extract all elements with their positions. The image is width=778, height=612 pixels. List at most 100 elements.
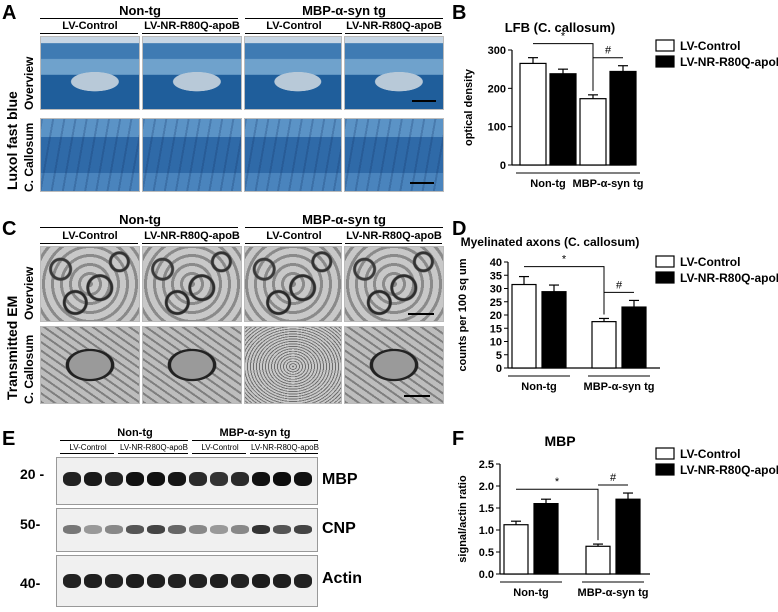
panel-d-letter: D [452, 218, 467, 240]
blot-band [189, 472, 207, 486]
panel-a-scale-bar-1 [412, 100, 436, 102]
panel-b-letter: B [452, 2, 467, 24]
significance-mark: * [555, 476, 560, 488]
panel-a-group-left: Non-tg [119, 3, 161, 18]
blot-band [84, 472, 102, 486]
blot-band [231, 574, 249, 588]
blot-band [294, 525, 312, 534]
blot-band [252, 574, 270, 588]
y-tick-label: 1.0 [479, 525, 494, 537]
blot-band [210, 525, 228, 534]
legend-swatch [655, 39, 675, 52]
panel-a-col-1: LV-Control [62, 20, 118, 32]
chart-title: Myelinated axons (C. callosum) [461, 235, 640, 249]
bar [591, 321, 617, 369]
panel-c-image-2-overview [142, 246, 242, 322]
panel-d-chart: Myelinated axons (C. callosum) counts per… [457, 235, 778, 393]
blot-band [63, 525, 81, 534]
panel-b-chart: LFB (C. callosum) optical density 0 100 200 3… [463, 20, 778, 190]
x-tick-label: MBP-α-syn tg [584, 381, 655, 393]
y-tick-label: 15 [490, 323, 502, 335]
blot-band [105, 472, 123, 486]
blot-band [84, 525, 102, 534]
blot-band [273, 574, 291, 588]
panel-a-image-4-overview [344, 36, 444, 110]
panel-a-col-2: LV-NR-R80Q-apoB [144, 20, 240, 32]
panel-c-group-left: Non-tg [119, 212, 161, 227]
panel-c-col-3: LV-Control [266, 230, 322, 242]
panel-c-image-4-callosum [344, 326, 444, 404]
panel-c-image-1-callosum [40, 326, 140, 404]
bar [615, 498, 641, 575]
blot-band [252, 472, 270, 486]
panel-e-col-3: LV-Control [201, 443, 239, 452]
y-tick-label: 40 [490, 257, 502, 269]
y-axis-label: signal/actin ratio [457, 475, 469, 563]
x-tick-label: Non-tg [513, 587, 548, 599]
panel-e-marker-50: 50- [20, 516, 41, 532]
y-tick-label: 0 [500, 160, 506, 172]
y-tick-label: 5 [496, 350, 502, 362]
panel-c-col-2: LV-NR-R80Q-apoB [144, 230, 240, 242]
blot-band [189, 525, 207, 534]
panel-a-image-1-overview [40, 36, 140, 110]
panel-a-image-3-callosum [244, 118, 342, 192]
panel-c-row-overview: Overview [22, 266, 36, 320]
legend-swatch [655, 271, 675, 284]
blot-band [63, 472, 81, 486]
y-tick-label: 100 [488, 122, 506, 134]
panel-c-letter: C [2, 218, 17, 240]
x-tick-label: MBP-α-syn tg [573, 178, 644, 190]
panel-e-marker-20: 20 - [20, 466, 45, 482]
blot-band [147, 574, 165, 588]
panel-c-image-4-overview [344, 246, 444, 322]
bar [519, 62, 547, 166]
y-tick-label: 20 [490, 310, 502, 322]
panel-a-group-right: MBP-α-syn tg [302, 3, 386, 18]
y-tick-label: 2.5 [479, 459, 494, 471]
blot-band [105, 525, 123, 534]
bar [549, 73, 577, 166]
bar [585, 545, 611, 575]
panel-c-image-3-overview [244, 246, 342, 322]
panel-a-image-2-callosum [142, 118, 242, 192]
panel-c-scale-bar-1 [408, 313, 434, 315]
blot-band [273, 525, 291, 534]
legend-swatch [655, 55, 675, 68]
panel-a-row-callosum: C. Callosum [22, 122, 36, 192]
blot-band [252, 525, 270, 534]
bar [621, 306, 647, 369]
blot-band [147, 472, 165, 486]
bar [541, 291, 567, 369]
panel-e-band-cnp: CNP [322, 520, 356, 537]
x-tick-label: MBP-α-syn tg [578, 587, 649, 599]
y-tick-label: 0.5 [479, 547, 494, 559]
panel-e-band-mbp: MBP [322, 471, 358, 488]
bar [609, 70, 637, 166]
panel-a-letter: A [2, 2, 17, 24]
panel-a-image-1-callosum [40, 118, 140, 192]
blot-band [273, 472, 291, 486]
legend-label: LV-Control [680, 255, 740, 269]
panel-a-image-2-overview [142, 36, 242, 110]
panel-e-col-4: LV-NR-R80Q-apoB [251, 443, 319, 452]
panel-e-letter: E [2, 428, 16, 450]
panel-a-image-4-callosum [344, 118, 444, 192]
panel-a-stain-label: Luxol fast blue [4, 91, 20, 190]
significance-mark: # [610, 472, 617, 484]
x-tick-label: Non-tg [521, 381, 556, 393]
y-tick-label: 0 [496, 363, 502, 375]
panel-c-scale-bar-2 [404, 395, 430, 397]
panel-a-image-3-overview [244, 36, 342, 110]
blot-band [168, 525, 186, 534]
blot-band [189, 574, 207, 588]
significance-mark: * [562, 254, 567, 266]
legend-label: LV-NR-R80Q-apoB [680, 55, 778, 69]
chart-title: MBP [544, 433, 575, 449]
significance-line [516, 488, 599, 541]
panel-f-chart: MBP signal/actin ratio 0.0 0.5 1.0 1.5 2.0 2.5 N… [457, 433, 778, 599]
y-tick-label: 25 [490, 297, 502, 309]
blot-band [210, 472, 228, 486]
y-tick-label: 1.5 [479, 503, 494, 515]
panel-e-blot-actin [56, 555, 318, 607]
